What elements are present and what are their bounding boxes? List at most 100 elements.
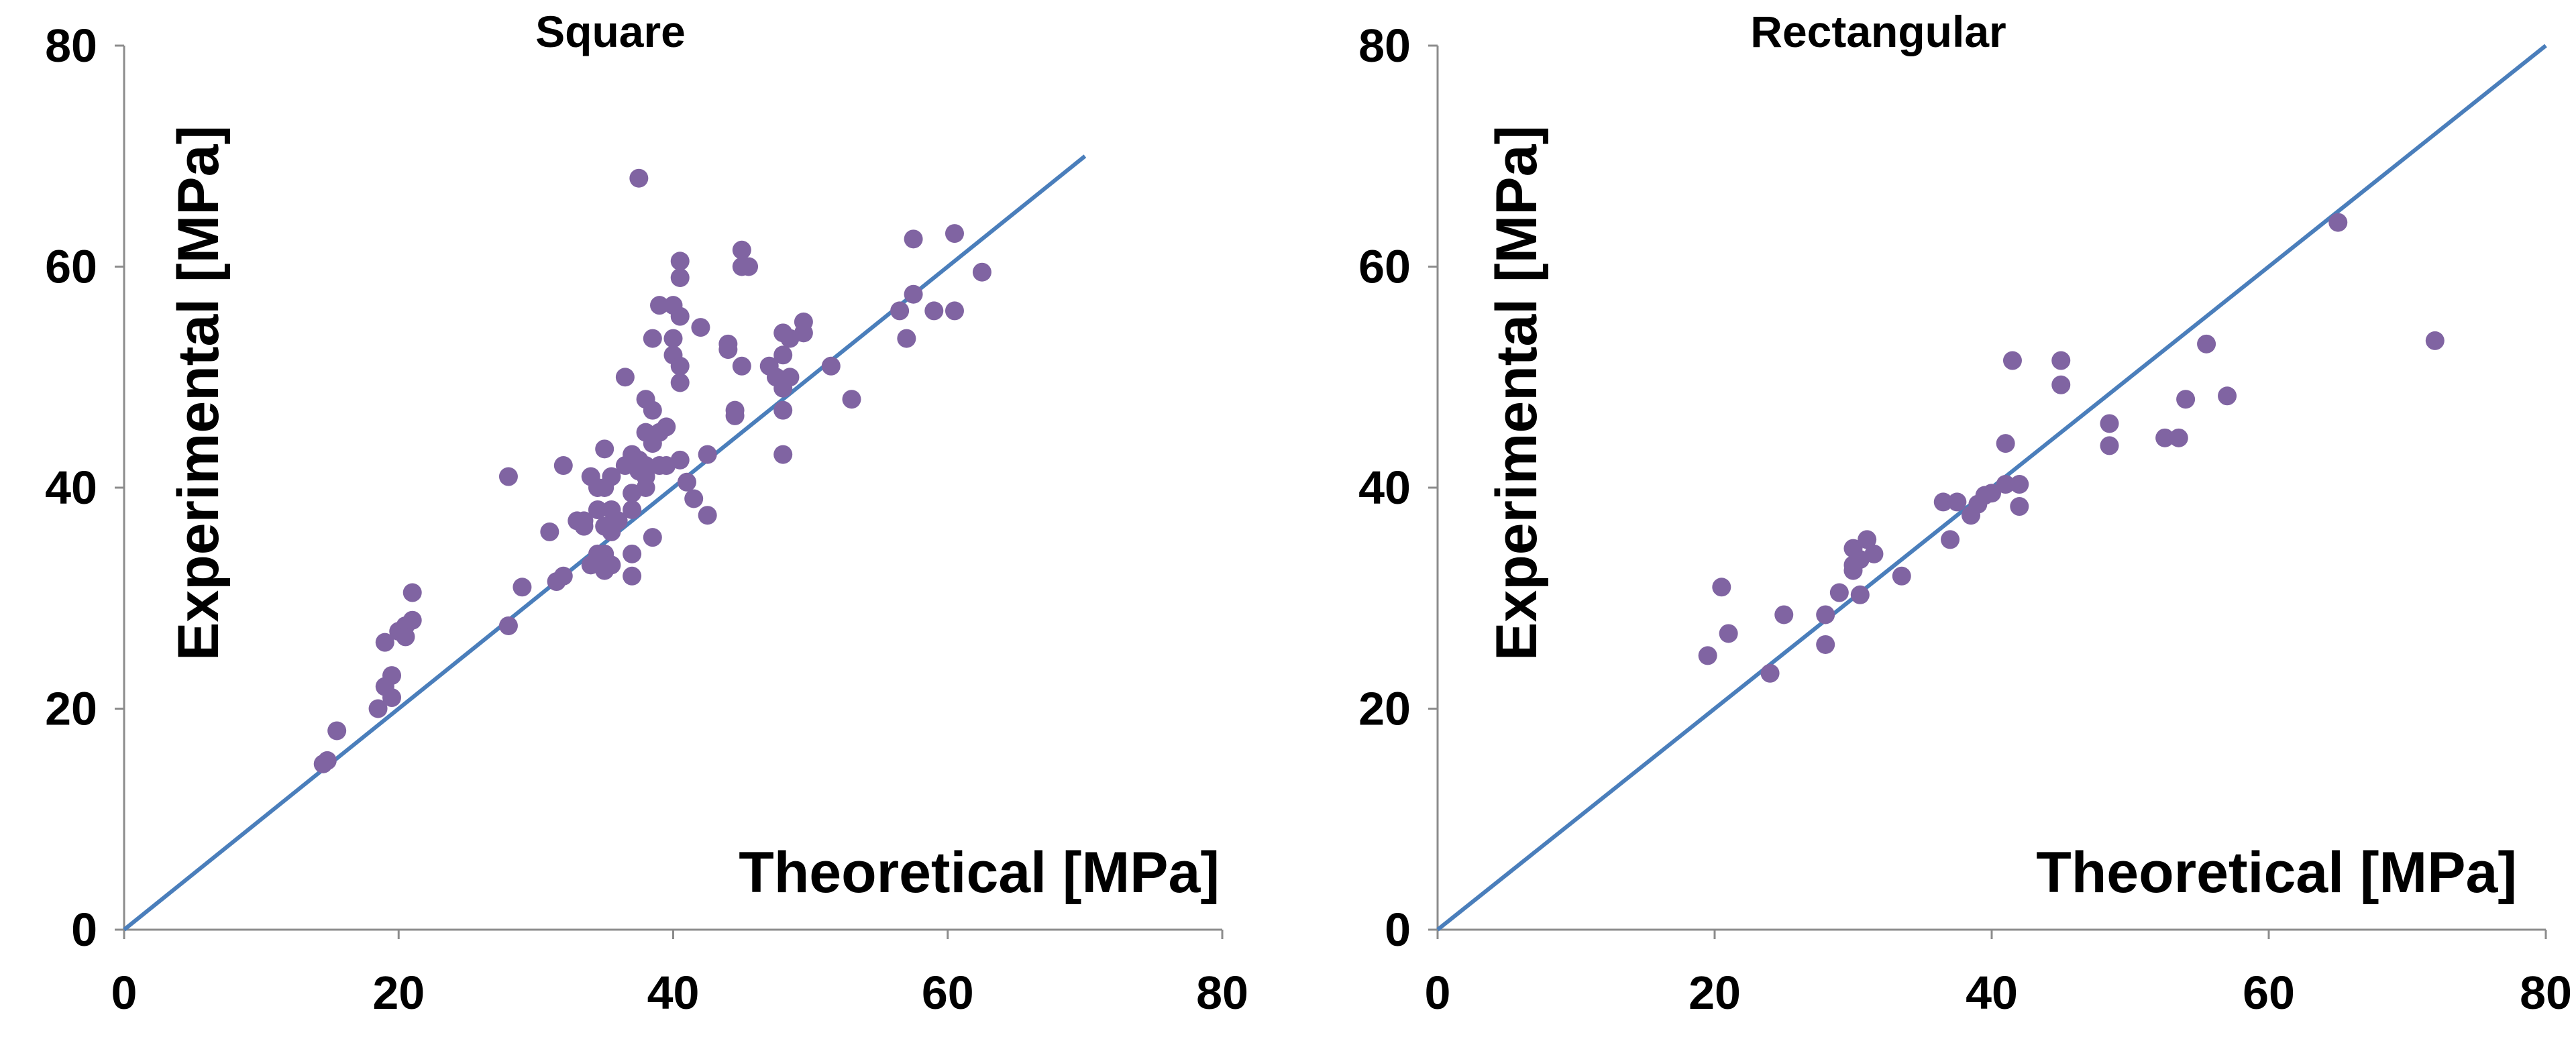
data-point xyxy=(739,257,759,276)
data-point xyxy=(1892,566,1911,586)
data-points xyxy=(313,168,991,773)
data-point xyxy=(2051,351,2071,370)
data-point xyxy=(670,268,690,287)
y-tick-label: 0 xyxy=(71,904,97,956)
data-point xyxy=(780,368,800,387)
data-point xyxy=(842,390,861,409)
data-point xyxy=(1996,475,2015,494)
y-axis-label: Experimental [MPa] xyxy=(166,125,231,661)
data-point xyxy=(1858,530,1877,549)
tick-group: 0 20 40 60 80 0 20 40 60 80 xyxy=(45,19,1248,1019)
data-point xyxy=(396,627,415,647)
y-tick-label: 20 xyxy=(45,683,97,735)
data-point xyxy=(317,751,337,770)
data-point xyxy=(1850,585,1870,604)
data-point xyxy=(773,445,793,464)
data-points xyxy=(1698,213,2445,683)
data-point xyxy=(643,528,662,547)
data-point xyxy=(375,633,394,652)
data-point xyxy=(718,340,738,360)
data-point xyxy=(382,666,402,686)
data-point xyxy=(670,450,690,470)
data-point xyxy=(945,224,964,243)
tick-group: 0 20 40 60 80 0 20 40 60 80 xyxy=(1358,19,2572,1019)
data-point xyxy=(684,489,704,508)
x-axis-label: Theoretical [MPa] xyxy=(2036,840,2517,905)
data-point xyxy=(2155,428,2175,447)
chart-title: Square xyxy=(535,7,686,56)
x-tick-label: 60 xyxy=(2243,967,2295,1019)
data-point xyxy=(904,284,923,304)
data-point xyxy=(623,544,642,563)
data-point xyxy=(629,168,649,188)
data-point xyxy=(636,478,655,497)
data-point xyxy=(773,400,793,420)
data-point xyxy=(890,301,910,321)
data-point xyxy=(540,522,559,541)
y-tick-label: 60 xyxy=(45,241,97,293)
x-tick-label: 0 xyxy=(1425,967,1451,1019)
data-point xyxy=(1996,434,2015,453)
data-point xyxy=(1698,646,1717,665)
data-point xyxy=(2176,390,2196,409)
data-point xyxy=(698,506,717,525)
data-point xyxy=(2218,386,2237,406)
data-point xyxy=(663,329,683,348)
data-point xyxy=(2100,414,2119,433)
data-point xyxy=(2425,331,2445,350)
x-axis-label: Theoretical [MPa] xyxy=(739,840,1220,905)
data-point xyxy=(1760,663,1780,683)
data-point xyxy=(670,307,690,326)
data-point xyxy=(553,456,573,476)
data-point xyxy=(1947,492,1967,512)
data-point xyxy=(1774,605,1794,624)
data-point xyxy=(623,500,642,519)
data-point xyxy=(615,368,635,387)
data-point xyxy=(897,329,916,348)
data-point xyxy=(691,318,710,337)
data-point xyxy=(327,721,347,741)
data-point xyxy=(553,566,573,586)
x-tick-label: 80 xyxy=(2520,967,2572,1019)
data-point xyxy=(732,240,751,260)
data-point xyxy=(608,511,628,531)
x-tick-label: 60 xyxy=(922,967,974,1019)
x-tick-label: 40 xyxy=(647,967,700,1019)
data-point xyxy=(513,578,532,597)
data-point xyxy=(794,323,813,343)
data-point xyxy=(498,616,518,635)
x-tick-label: 80 xyxy=(1196,967,1248,1019)
data-point xyxy=(2010,497,2029,516)
data-point xyxy=(1864,544,1884,563)
data-point xyxy=(574,516,594,536)
data-point xyxy=(1941,530,1960,549)
y-tick-label: 40 xyxy=(45,461,97,514)
equality-line xyxy=(123,154,1087,932)
x-tick-label: 20 xyxy=(1688,967,1741,1019)
data-point xyxy=(1982,484,2001,503)
data-point xyxy=(402,583,422,602)
data-point xyxy=(1816,635,1835,654)
data-point xyxy=(924,301,944,321)
data-point xyxy=(623,566,642,586)
data-point xyxy=(670,356,690,376)
data-point xyxy=(2169,428,2188,447)
data-point xyxy=(904,229,923,249)
x-tick-label: 40 xyxy=(1966,967,2018,1019)
data-point xyxy=(1933,492,1953,512)
data-point xyxy=(2328,213,2348,232)
chart-rectangular: Rectangular 0 20 40 60 80 0 20 40 60 80 Experimen… xyxy=(1358,7,2572,1019)
data-point xyxy=(643,400,662,420)
data-point xyxy=(650,296,669,315)
data-point xyxy=(972,262,991,282)
data-point xyxy=(821,356,841,376)
data-point xyxy=(382,688,402,708)
x-tick-label: 0 xyxy=(111,967,138,1019)
data-point xyxy=(602,467,621,486)
data-point xyxy=(595,439,614,459)
y-axis-label: Experimental [MPa] xyxy=(1485,125,1549,661)
data-point xyxy=(643,329,662,348)
data-point xyxy=(2197,334,2216,353)
data-point xyxy=(1816,605,1835,624)
